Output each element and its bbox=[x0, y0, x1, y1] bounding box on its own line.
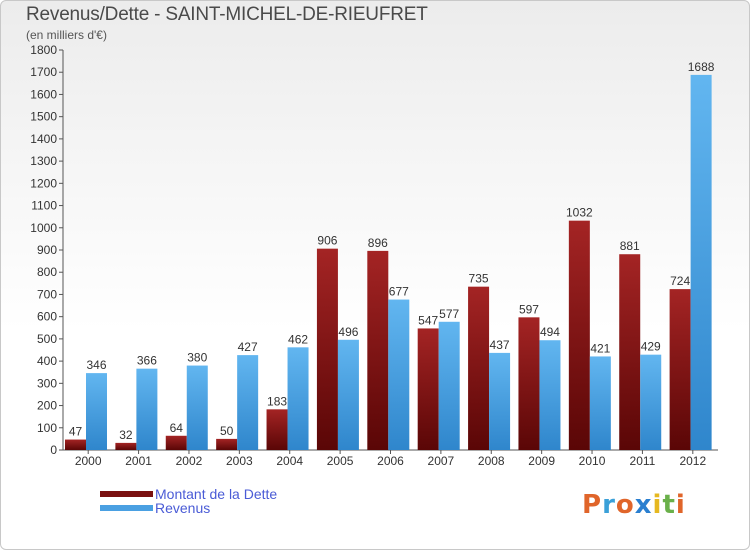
chart-subtitle: (en milliers d'€) bbox=[26, 28, 107, 42]
data-label-revenus: 677 bbox=[389, 285, 409, 299]
bar-dette bbox=[165, 435, 187, 450]
bar-revenus bbox=[438, 321, 460, 450]
y-tick-label: 200 bbox=[37, 399, 57, 413]
bar-dette bbox=[266, 409, 288, 450]
data-label-dette: 32 bbox=[119, 428, 133, 442]
data-label-dette: 881 bbox=[620, 239, 640, 253]
y-tick-label: 1600 bbox=[30, 87, 57, 101]
bar-dette bbox=[367, 250, 389, 450]
x-tick-label: 2003 bbox=[226, 454, 253, 468]
data-label-dette: 906 bbox=[317, 234, 337, 248]
bar-dette bbox=[115, 442, 137, 450]
y-tick-label: 600 bbox=[37, 310, 57, 324]
x-tick-label: 2012 bbox=[679, 454, 706, 468]
data-label-dette: 183 bbox=[267, 394, 287, 408]
y-tick-label: 1500 bbox=[30, 110, 57, 124]
data-label-dette: 597 bbox=[519, 302, 539, 316]
bar-revenus bbox=[337, 339, 359, 450]
y-tick-label: 900 bbox=[37, 243, 57, 257]
bar-dette bbox=[468, 286, 490, 450]
data-label-revenus: 346 bbox=[86, 358, 106, 372]
x-tick-label: 2009 bbox=[528, 454, 555, 468]
data-label-revenus: 577 bbox=[439, 307, 459, 321]
x-tick-label: 2006 bbox=[377, 454, 404, 468]
x-tick-label: 2001 bbox=[125, 454, 152, 468]
data-label-revenus: 462 bbox=[288, 332, 308, 346]
x-tick-label: 2011 bbox=[630, 454, 656, 468]
x-tick-label: 2004 bbox=[276, 454, 303, 468]
bar-dette bbox=[669, 289, 691, 450]
data-label-revenus: 380 bbox=[187, 351, 207, 365]
y-tick-label: 300 bbox=[37, 376, 57, 390]
data-label-dette: 1032 bbox=[566, 206, 593, 220]
proxiti-logo: Proxiti bbox=[582, 490, 686, 520]
y-tick-label: 100 bbox=[37, 421, 57, 435]
bar-dette bbox=[619, 254, 641, 450]
y-tick-label: 400 bbox=[37, 354, 57, 368]
data-label-revenus: 366 bbox=[137, 354, 157, 368]
bar-dette bbox=[316, 248, 338, 450]
bar-revenus bbox=[640, 354, 662, 450]
data-label-revenus: 429 bbox=[641, 340, 661, 354]
data-label-dette: 547 bbox=[418, 313, 438, 327]
chart-axes: 0 100 200 300 400 500 600 700 800 900 1000 1100 1200… bbox=[30, 43, 718, 468]
data-label-revenus: 494 bbox=[540, 325, 560, 339]
chart-bars bbox=[65, 74, 712, 450]
x-tick-label: 2007 bbox=[428, 454, 455, 468]
y-tick-label: 0 bbox=[50, 443, 57, 457]
data-label-revenus: 1688 bbox=[688, 60, 715, 74]
x-tick-label: 2008 bbox=[478, 454, 505, 468]
data-label-dette: 50 bbox=[220, 424, 234, 438]
data-label-revenus: 437 bbox=[490, 338, 510, 352]
y-tick-label: 1000 bbox=[30, 221, 57, 235]
data-label-dette: 724 bbox=[670, 274, 690, 288]
y-tick-label: 700 bbox=[37, 287, 57, 301]
y-tick-label: 1800 bbox=[30, 43, 57, 57]
x-tick-label: 2010 bbox=[579, 454, 606, 468]
bar-revenus bbox=[539, 340, 561, 450]
legend-label-dette: Montant de la Dette bbox=[155, 486, 278, 502]
y-tick-label: 1200 bbox=[30, 176, 57, 190]
legend-swatch-dette bbox=[100, 491, 153, 497]
legend-swatch-revenus bbox=[100, 505, 153, 511]
chart-title: Revenus/Dette - SAINT-MICHEL-DE-RIEUFRET bbox=[26, 4, 428, 25]
y-tick-label: 800 bbox=[37, 265, 57, 279]
bar-revenus bbox=[237, 355, 259, 450]
y-tick-label: 1300 bbox=[30, 154, 57, 168]
bar-revenus bbox=[589, 356, 611, 450]
bar-revenus bbox=[86, 373, 107, 450]
data-label-dette: 47 bbox=[69, 425, 83, 439]
bar-revenus bbox=[287, 347, 309, 450]
data-label-revenus: 421 bbox=[590, 341, 610, 355]
bar-revenus bbox=[136, 368, 158, 450]
data-label-dette: 735 bbox=[469, 272, 489, 286]
data-label-revenus: 496 bbox=[338, 325, 358, 339]
data-label-dette: 896 bbox=[368, 236, 388, 250]
bar-dette bbox=[568, 220, 590, 450]
legend-label-revenus: Revenus bbox=[155, 500, 211, 516]
bar-dette bbox=[65, 439, 86, 450]
data-label-dette: 64 bbox=[170, 421, 184, 435]
x-tick-label: 2000 bbox=[75, 454, 102, 468]
x-tick-label: 2005 bbox=[327, 454, 354, 468]
bar-dette bbox=[216, 438, 238, 450]
bar-revenus bbox=[690, 74, 712, 450]
y-tick-label: 500 bbox=[37, 332, 57, 346]
bar-dette bbox=[518, 317, 540, 450]
bar-dette bbox=[417, 328, 439, 450]
bar-revenus bbox=[186, 365, 208, 450]
bar-revenus bbox=[489, 352, 511, 450]
y-tick-label: 1400 bbox=[30, 132, 57, 146]
y-tick-label: 1100 bbox=[31, 199, 57, 213]
y-tick-label: 1700 bbox=[30, 65, 57, 79]
data-label-revenus: 427 bbox=[238, 340, 258, 354]
x-tick-label: 2002 bbox=[176, 454, 203, 468]
bar-revenus bbox=[388, 299, 410, 450]
chart-data-labels: 47 346 32 366 64 380 50 427 183 462 906 496 896 677 54… bbox=[69, 60, 715, 442]
